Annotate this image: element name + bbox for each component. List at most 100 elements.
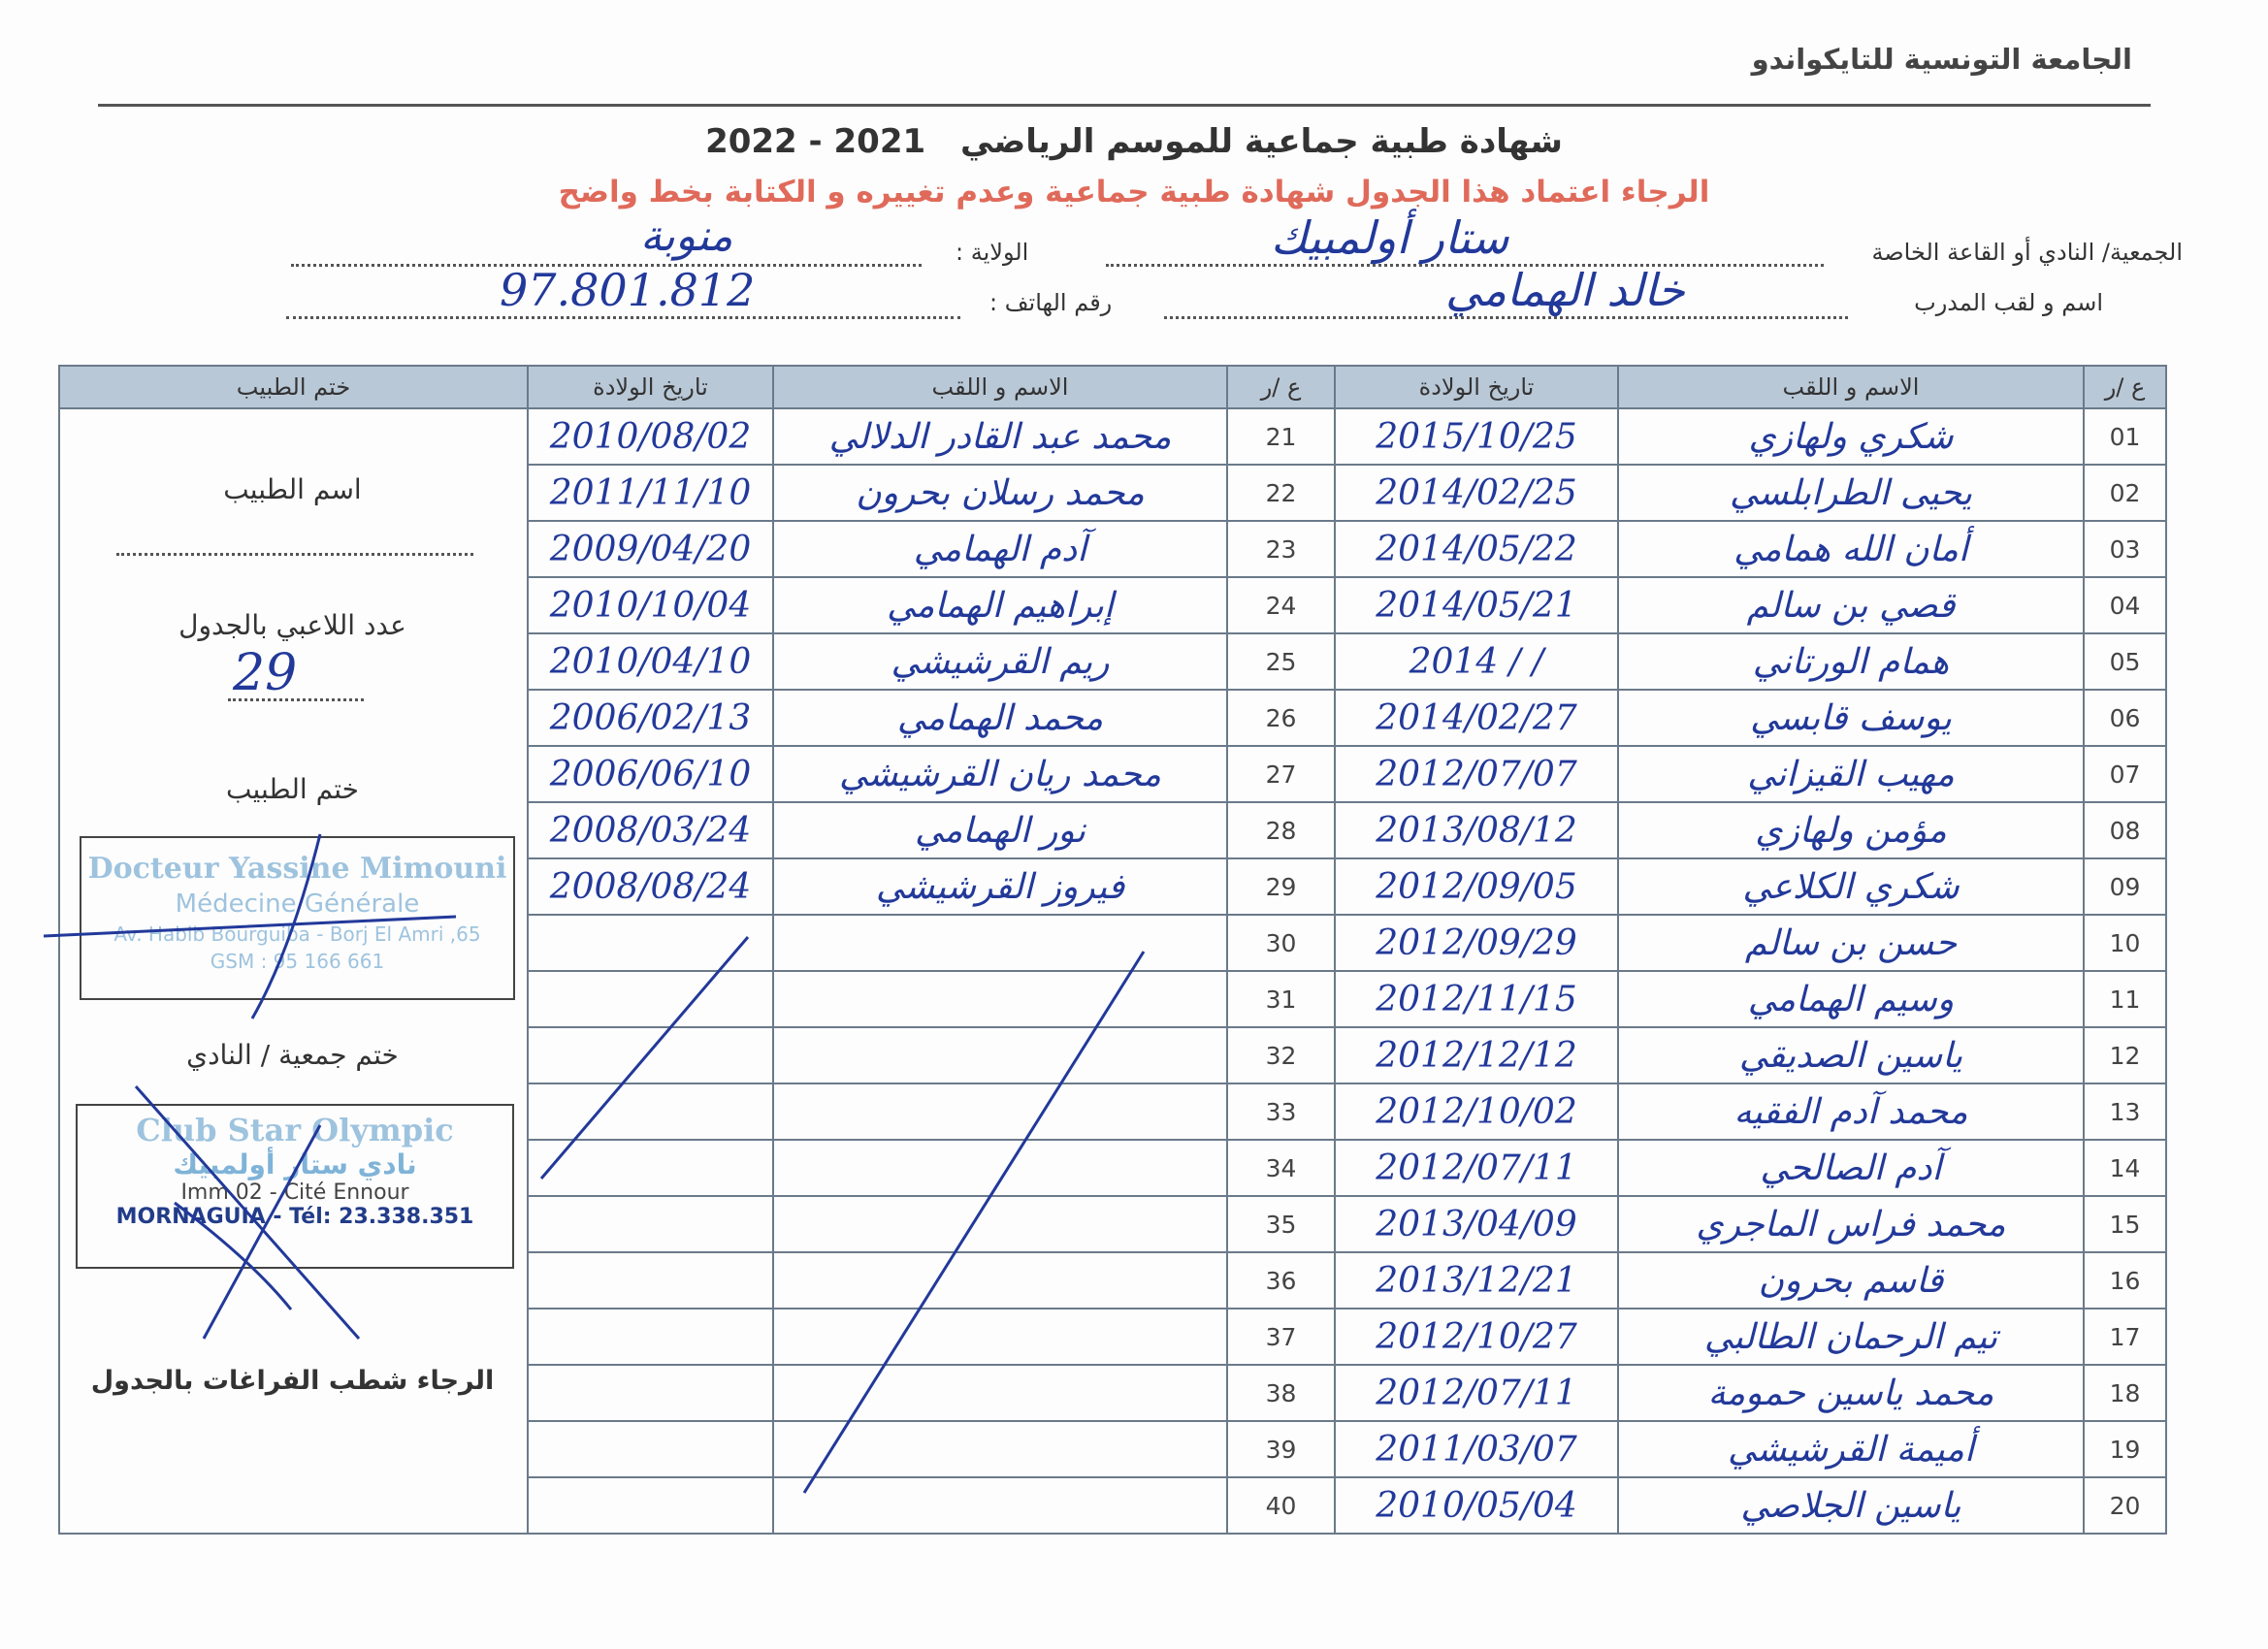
- players-count-label: عدد اللاعبي بالجدول: [178, 609, 406, 641]
- birth-date: 2015/10/25: [1334, 407, 1619, 466]
- player-name: آدم الصالحي: [1617, 1139, 2085, 1197]
- stamp-line: Imm 02 - Cité Ennour: [180, 1180, 409, 1205]
- player-name: مؤمن ولهازي: [1617, 801, 2085, 859]
- row-number: 40: [1226, 1476, 1336, 1535]
- row-number: 31: [1226, 970, 1336, 1028]
- birth-date: 2008/03/24: [527, 801, 774, 859]
- player-name: [772, 970, 1228, 1028]
- player-name: آدم الهمامي: [772, 520, 1228, 578]
- doctor-stamp-label: ختم الطبيب: [226, 773, 359, 805]
- birth-date: [527, 1083, 774, 1141]
- row-number: 18: [2083, 1364, 2167, 1422]
- birth-date: 2012/12/12: [1334, 1026, 1619, 1084]
- birth-date: 2013/12/21: [1334, 1251, 1619, 1310]
- player-name: وسيم الهمامي: [1617, 970, 2085, 1028]
- state-label: الولاية :: [956, 239, 1029, 266]
- player-name: ياسين الصديقي: [1617, 1026, 2085, 1084]
- stamp-line: 65, Av. Habib Bourguiba - Borj El Amri: [113, 922, 481, 946]
- players-count-dots: [228, 689, 364, 701]
- table-row: 18 محمد ياسين حمومة 2012/07/11 38: [59, 1364, 2167, 1422]
- player-name: محمد رسلان بحرون: [772, 464, 1228, 522]
- player-name: محمد الهمامي: [772, 689, 1228, 747]
- birth-date: 2014/05/22: [1334, 520, 1619, 578]
- row-number: 20: [2083, 1476, 2167, 1535]
- coach-label: اسم و لقب المدرب: [1914, 289, 2103, 316]
- player-name: [772, 1139, 1228, 1197]
- season: 2021 - 2022: [705, 122, 926, 161]
- birth-date: 2012/10/02: [1334, 1083, 1619, 1141]
- row-number: 01: [2083, 407, 2167, 466]
- stamp-line: Club Star Olympic: [136, 1112, 454, 1148]
- player-name: [772, 1308, 1228, 1366]
- birth-date: 2013/08/12: [1334, 801, 1619, 859]
- player-name: [772, 1364, 1228, 1422]
- stamp-line: MORNAGUIA - Tél: 23.338.351: [115, 1205, 474, 1229]
- player-name: محمد ريان القرشيشي: [772, 745, 1228, 803]
- row-number: 02: [2083, 464, 2167, 522]
- birth-date: [527, 1476, 774, 1535]
- player-name: محمد ياسين حمومة: [1617, 1364, 2085, 1422]
- column-header: تاريخ الولادة: [1334, 365, 1619, 409]
- column-header: الاسم و اللقب: [1617, 365, 2085, 409]
- table-row: 01 شكري ولهازي 2015/10/25 21 محمد عبد القادر…: [58, 407, 2167, 1535]
- doctor-name-dots: [116, 543, 473, 556]
- row-number: 34: [1226, 1139, 1336, 1197]
- row-number: 38: [1226, 1364, 1336, 1422]
- birth-date: 2010/05/04: [1334, 1476, 1619, 1535]
- player-name: [772, 1251, 1228, 1310]
- player-name: شكري ولهازي: [1617, 407, 2085, 466]
- row-number: 12: [2083, 1026, 2167, 1084]
- club-stamp-label: ختم جمعية / النادي: [186, 1039, 399, 1071]
- table-row: 17 تيم الرحمان الطالبي 2012/10/27 37: [59, 1308, 2167, 1366]
- player-name: محمد عبد القادر الدلالي: [772, 407, 1228, 466]
- row-number: 15: [2083, 1195, 2167, 1253]
- birth-date: 2010/10/04: [527, 576, 774, 634]
- player-name: ياسين الجلاصي: [1617, 1476, 2085, 1535]
- birth-date: 2006/06/10: [527, 745, 774, 803]
- table-row: 02 يحيى الطرابلسي 2014/02/25 22 محمد رسلان ب…: [59, 464, 2167, 522]
- table-row: 06 يوسف قابسي 2014/02/27 26 محمد الهمامي 2006…: [59, 689, 2167, 747]
- player-name: فيروز القرشيشي: [772, 857, 1228, 916]
- table-row: 04 قصي بن سالم 2014/05/21 24 إبراهيم الهمامي…: [59, 576, 2167, 634]
- row-number: 33: [1226, 1083, 1336, 1141]
- player-name: ريم القرشيشي: [772, 632, 1228, 691]
- player-name: محمد آدم الفقيه: [1617, 1083, 2085, 1141]
- birth-date: [527, 1195, 774, 1253]
- stamp-line: GSM : 95 166 661: [210, 950, 385, 973]
- player-name: يوسف قابسي: [1617, 689, 2085, 747]
- state-dots: [291, 244, 922, 267]
- table-row: 07 مهيب القيزاني 2012/07/07 27 محمد ريان الق…: [59, 745, 2167, 803]
- table-row: 03 أمان الله همامي 2014/05/22 23 آدم الهمامي…: [59, 520, 2167, 578]
- row-number: 28: [1226, 801, 1336, 859]
- birth-date: 2011/11/10: [527, 464, 774, 522]
- player-name: [772, 1420, 1228, 1478]
- club-stamp: Club Star Olympic نادي ستار أولمبيك Imm 02…: [76, 1104, 514, 1269]
- birth-date: 2012/07/11: [1334, 1139, 1619, 1197]
- birth-date: 2008/08/24: [527, 857, 774, 916]
- birth-date: [527, 1139, 774, 1197]
- birth-date: [527, 1308, 774, 1366]
- doctor-name-label: اسم الطبيب: [223, 473, 362, 505]
- column-header: ع /ر: [2083, 365, 2167, 409]
- title-line: شهادة طبية جماعية للموسم الرياضي 2021 - …: [0, 122, 2268, 161]
- table-row: 05 همام الورتاني 2014 / /25 ريم القرشيشي 201…: [59, 632, 2167, 691]
- birth-date: 2014/02/27: [1334, 689, 1619, 747]
- organization: الجامعة التونسية للتايكواندو: [1751, 43, 2132, 76]
- phone-value: 97.801.812: [500, 264, 756, 316]
- table-row: 09 شكري الكلاعي 2012/09/05 29 فيروز القرشيشي…: [59, 857, 2167, 916]
- player-name: [772, 1195, 1228, 1253]
- row-number: 19: [2083, 1420, 2167, 1478]
- row-number: 04: [2083, 576, 2167, 634]
- row-number: 24: [1226, 576, 1336, 634]
- birth-date: 2012/10/27: [1334, 1308, 1619, 1366]
- row-number: 23: [1226, 520, 1336, 578]
- table-row: 19 أميمة القرشيشي 2011/03/07 39: [59, 1420, 2167, 1478]
- birth-date: [527, 1026, 774, 1084]
- row-number: 29: [1226, 857, 1336, 916]
- row-number: 35: [1226, 1195, 1336, 1253]
- row-number: 06: [2083, 689, 2167, 747]
- column-header: ع /ر: [1226, 365, 1336, 409]
- row-number: 25: [1226, 632, 1336, 691]
- birth-date: 2012/09/29: [1334, 914, 1619, 972]
- title: شهادة طبية جماعية للموسم الرياضي: [960, 122, 1563, 161]
